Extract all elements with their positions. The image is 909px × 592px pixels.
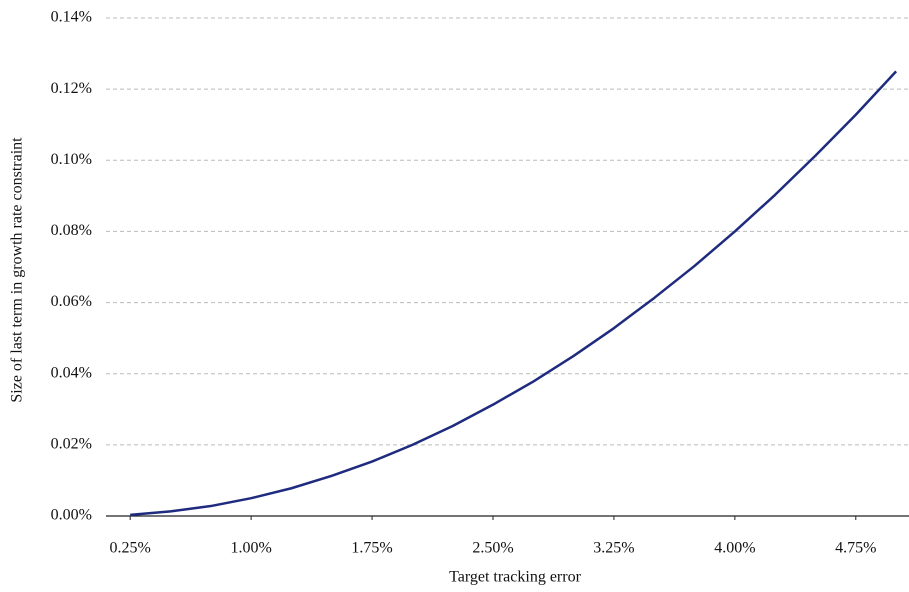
y-tick-label: 0.02%: [51, 436, 92, 453]
x-tick-label: 2.50%: [472, 540, 513, 557]
y-tick-label: 0.04%: [51, 364, 92, 381]
x-tick-label: 0.25%: [110, 540, 151, 557]
y-tick-label: 0.14%: [51, 9, 92, 26]
x-tick-label: 4.00%: [714, 540, 755, 557]
y-tick-label: 0.00%: [51, 507, 92, 524]
x-tick-label: 1.00%: [230, 540, 271, 557]
y-axis-label: Size of last term in growth rate constra…: [9, 137, 26, 403]
y-tick-label: 0.12%: [51, 80, 92, 97]
x-tick-label: 4.75%: [835, 540, 876, 557]
line: [130, 70, 898, 517]
x-axis-label: Target tracking error: [449, 569, 582, 586]
y-tick-label: 0.08%: [51, 222, 92, 239]
x-tick-label: 3.25%: [593, 540, 634, 557]
x-tick-label: 1.75%: [351, 540, 392, 557]
y-tick-label: 0.06%: [51, 293, 92, 310]
y-tick-label: 0.10%: [51, 151, 92, 168]
